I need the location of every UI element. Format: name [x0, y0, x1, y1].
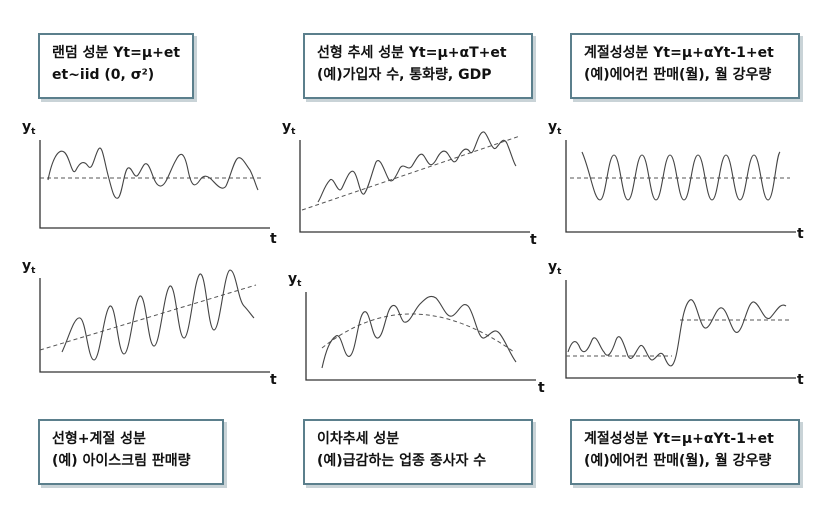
panel-random-series: [47, 147, 259, 199]
panel-random-xlabel: t: [270, 231, 277, 247]
panel-seasonal-bottom-xlabel: t: [797, 372, 804, 388]
panel-quadratic-trend: yt t: [288, 271, 545, 396]
panel-random-axes: [39, 140, 270, 229]
panel-seasonal-bottom-axes: [565, 280, 796, 379]
seasonal-top-title: 계절성성분 Yt=μ+αYt-1+et: [584, 45, 774, 61]
panel-seasonal-top: yt t: [548, 119, 804, 242]
seasonal-bottom-example: (예)에어컨 판매(월), 월 강우량: [584, 453, 772, 469]
linear-seasonal-example: (예) 아이스크림 판매량: [52, 453, 191, 469]
linear-trend-box: 선형 추세 성분 Yt=μ+αT+et (예)가입자 수, 통화량, GDP: [303, 33, 533, 99]
panel-seasonal-top-xlabel: t: [797, 226, 804, 242]
linear-seasonal-title: 선형+계절 성분: [52, 431, 146, 447]
seasonal-box-bottom: 계절성성분 Yt=μ+αYt-1+et (예)에어컨 판매(월), 월 강우량: [570, 419, 800, 485]
panel-seasonal-top-series: [581, 151, 781, 201]
random-component-formula: et~iid (0, σ²): [52, 67, 155, 83]
panel-seasonal-bottom-ylabel: yt: [548, 259, 562, 277]
seasonal-top-example: (예)에어컨 판매(월), 월 강우량: [584, 67, 772, 83]
linear-trend-example: (예)가입자 수, 통화량, GDP: [317, 67, 492, 83]
seasonal-box-top: 계절성성분 Yt=μ+αYt-1+et (예)에어컨 판매(월), 월 강우량: [570, 33, 800, 99]
panel-linear-seasonal: yt t: [22, 258, 277, 388]
panel-quadratic-trend-series: [321, 295, 517, 369]
panel-linear-seasonal-xlabel: t: [270, 372, 277, 388]
quadratic-trend-title: 이차추세 성분: [317, 431, 400, 447]
panel-linear-trend-xlabel: t: [530, 232, 537, 248]
panel-linear-seasonal-ylabel: yt: [22, 258, 36, 276]
panel-linear-seasonal-trend-line: [39, 284, 257, 351]
panel-linear-trend-axes: [299, 140, 530, 233]
random-component-box: 랜덤 성분 Yt=μ+et et~iid (0, σ²): [38, 33, 194, 99]
panel-linear-seasonal-axes: [39, 278, 270, 373]
panel-seasonal-top-axes: [565, 140, 796, 233]
seasonal-bottom-title: 계절성성분 Yt=μ+αYt-1+et: [584, 431, 774, 447]
linear-seasonal-box: 선형+계절 성분 (예) 아이스크림 판매량: [38, 419, 224, 485]
panel-linear-trend-ylabel: yt: [282, 119, 296, 137]
panel-linear-trend: yt t: [282, 119, 537, 248]
panel-quadratic-trend-curve: [321, 313, 515, 353]
panel-seasonal-top-ylabel: yt: [548, 119, 562, 137]
random-component-title: 랜덤 성분 Yt=μ+et: [52, 45, 181, 61]
panel-random-ylabel: yt: [22, 119, 36, 137]
panel-linear-trend-series: [317, 131, 517, 203]
panel-random: yt t: [22, 119, 277, 247]
panel-quadratic-trend-ylabel: yt: [288, 271, 302, 289]
quadratic-trend-example: (예)급감하는 업종 종사자 수: [317, 453, 487, 469]
panel-quadratic-trend-axes: [305, 292, 536, 381]
panel-quadratic-trend-xlabel: t: [538, 380, 545, 396]
panel-seasonal-bottom-series: [567, 299, 787, 367]
panel-linear-trend-line: [301, 135, 521, 211]
quadratic-trend-box: 이차추세 성분 (예)급감하는 업종 종사자 수: [303, 419, 533, 485]
panel-linear-seasonal-series: [61, 269, 255, 361]
linear-trend-title: 선형 추세 성분 Yt=μ+αT+et: [317, 45, 507, 61]
panel-seasonal-bottom: yt t: [548, 259, 804, 388]
